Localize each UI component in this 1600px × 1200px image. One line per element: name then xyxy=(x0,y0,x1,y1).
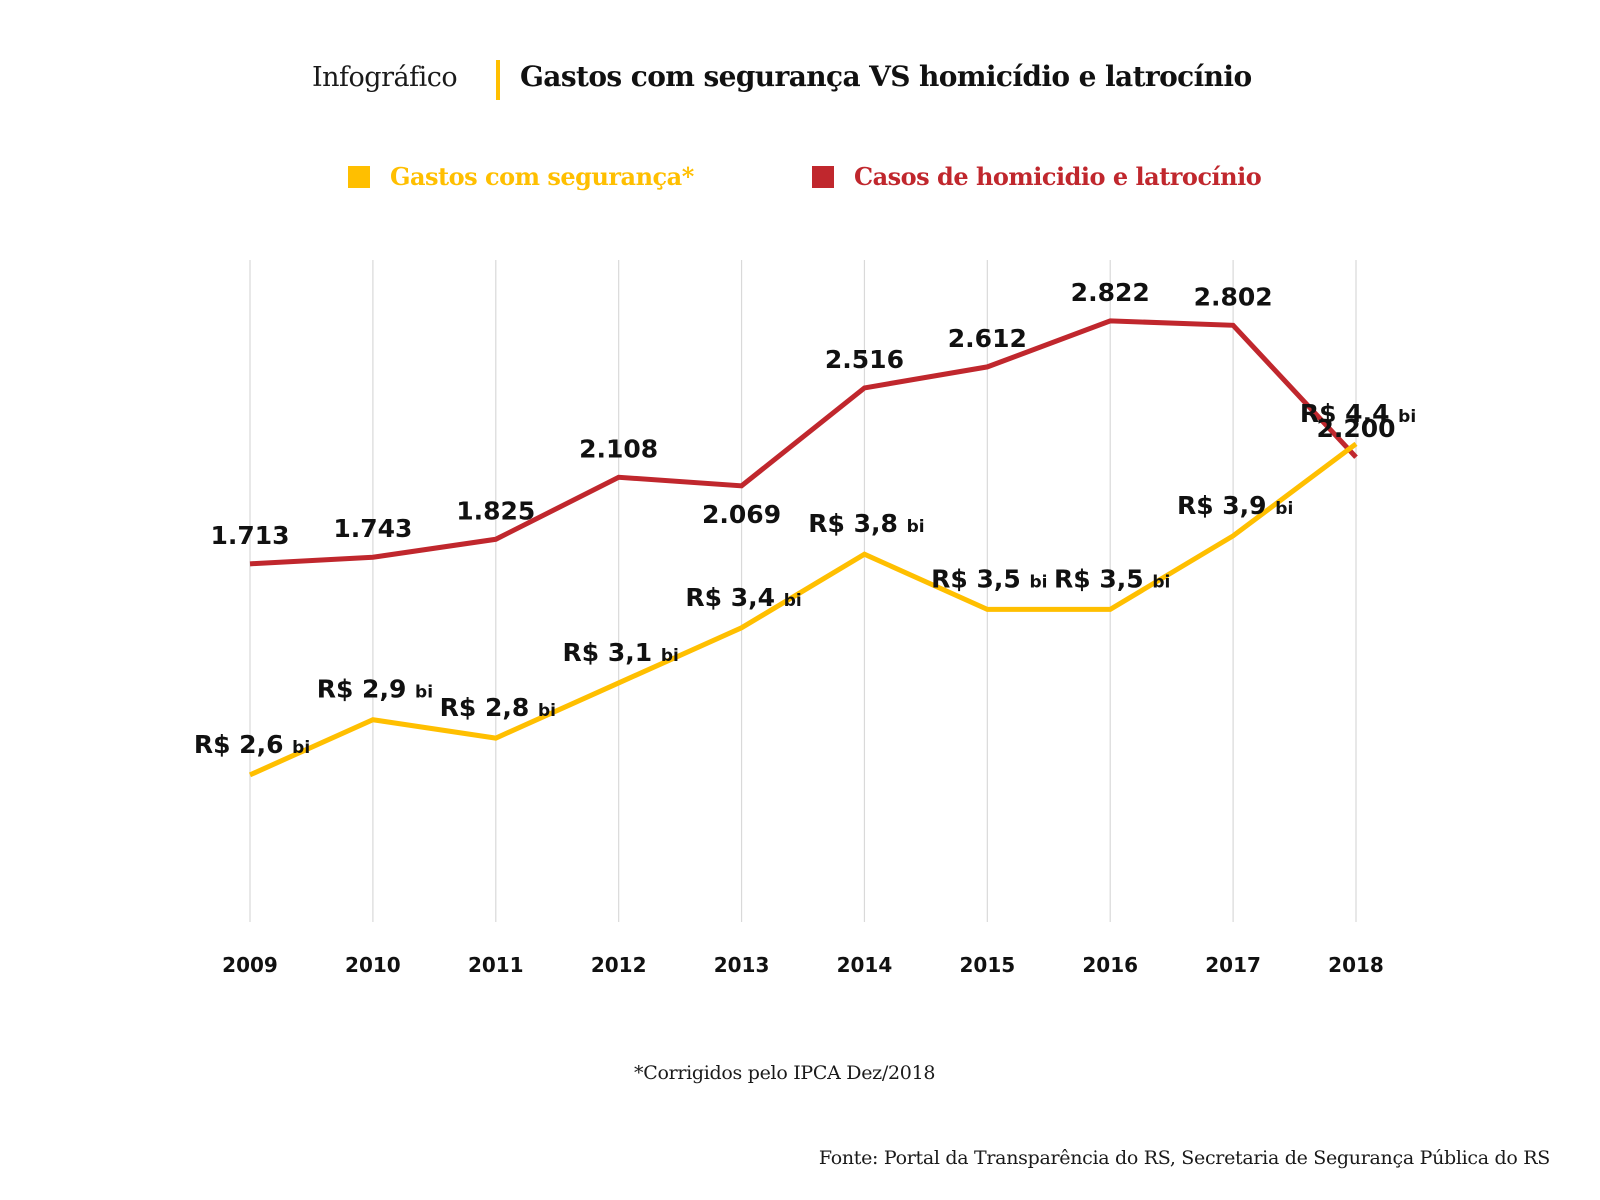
chart-legend: Gastos com segurança* Casos de homicidio… xyxy=(0,162,1600,198)
header-prefix: Infográfico xyxy=(312,62,458,93)
data-label-gastos: R$ 2,9 bi xyxy=(317,675,433,704)
legend-label-gastos: Gastos com segurança* xyxy=(390,162,694,191)
x-tick-label: 2016 xyxy=(1082,953,1138,977)
x-tick-label: 2009 xyxy=(222,953,278,977)
data-label-homicidios: 1.713 xyxy=(210,521,289,550)
data-label-gastos: R$ 4,4 bi xyxy=(1300,399,1416,428)
data-label-gastos: R$ 2,6 bi xyxy=(194,730,310,759)
x-tick-label: 2014 xyxy=(837,953,893,977)
data-label-homicidios: 2.108 xyxy=(579,434,658,463)
data-label-gastos: R$ 3,9 bi xyxy=(1177,491,1293,520)
x-tick-label: 2017 xyxy=(1205,953,1261,977)
data-label-homicidios: 1.743 xyxy=(333,514,412,543)
header-separator xyxy=(496,60,500,100)
data-label-homicidios: 2.516 xyxy=(825,345,904,374)
data-label-homicidios: 2.069 xyxy=(702,500,781,529)
data-label-gastos: R$ 3,4 bi xyxy=(685,583,801,612)
data-labels: 1.713 1.743 1.825 2.108 2.069 2.516 2.612 2.822… xyxy=(194,278,1416,759)
x-tick-label: 2013 xyxy=(714,953,770,977)
gridlines xyxy=(249,260,1357,922)
legend-item-homicidios: Casos de homicidio e latrocínio xyxy=(812,162,1262,191)
legend-label-homicidios: Casos de homicidio e latrocínio xyxy=(854,162,1262,191)
x-tick-label: 2015 xyxy=(959,953,1015,977)
data-label-homicidios: 2.802 xyxy=(1194,282,1273,311)
series-line-gastos xyxy=(248,441,1358,778)
series-line-homicidios xyxy=(249,318,1358,567)
data-label-homicidios: 2.200 xyxy=(1316,414,1395,443)
legend-item-gastos: Gastos com segurança* xyxy=(348,162,694,191)
legend-swatch-gastos xyxy=(348,165,370,188)
legend-swatch-homicidios xyxy=(812,165,834,188)
data-label-gastos: R$ 3,1 bi xyxy=(562,638,678,667)
x-tick-label: 2018 xyxy=(1328,953,1384,977)
data-label-gastos: R$ 3,8 bi xyxy=(808,509,924,538)
x-tick-label: 2012 xyxy=(591,953,647,977)
data-label-homicidios: 2.612 xyxy=(948,324,1027,353)
x-tick-label: 2011 xyxy=(468,953,524,977)
data-label-gastos: R$ 2,8 bi xyxy=(440,693,556,722)
series-lines xyxy=(248,318,1358,778)
data-label-homicidios: 1.825 xyxy=(456,496,535,525)
chart-title: Gastos com segurança VS homicídio e latr… xyxy=(520,60,1252,93)
footnote: *Corrigidos pelo IPCA Dez/2018 xyxy=(634,1062,936,1084)
source-note: Fonte: Portal da Transparência do RS, Se… xyxy=(818,1147,1550,1169)
data-label-homicidios: 2.822 xyxy=(1071,278,1150,307)
chart-header: Infográfico Gastos com segurança VS homi… xyxy=(0,58,1600,108)
data-label-gastos: R$ 3,5 bi xyxy=(1054,564,1170,593)
x-tick-label: 2010 xyxy=(345,953,401,977)
x-axis-tick-labels: 2009 2010 2011 2012 2013 2014 2015 2016 2017 2018 xyxy=(222,953,1384,977)
data-label-gastos: R$ 3,5 bi xyxy=(931,564,1047,593)
